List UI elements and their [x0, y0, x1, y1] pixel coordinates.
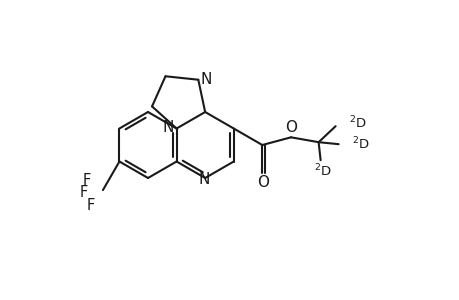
Text: O: O	[257, 175, 269, 190]
Text: $^{2}$D: $^{2}$D	[351, 136, 369, 152]
Text: $^{2}$D: $^{2}$D	[313, 163, 331, 179]
Text: N: N	[198, 172, 209, 187]
Text: $^{2}$D: $^{2}$D	[348, 115, 365, 131]
Text: F: F	[83, 172, 91, 188]
Text: N: N	[200, 72, 212, 87]
Text: F: F	[87, 198, 95, 213]
Text: N: N	[162, 120, 174, 135]
Text: F: F	[79, 184, 88, 200]
Text: O: O	[285, 120, 297, 135]
